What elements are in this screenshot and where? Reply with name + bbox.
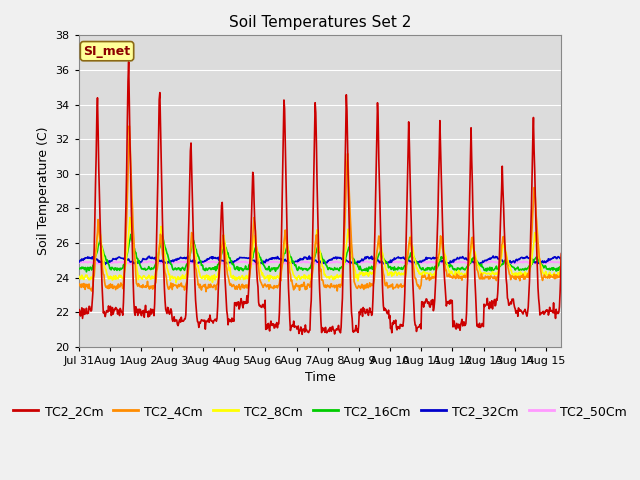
Legend: TC2_2Cm, TC2_4Cm, TC2_8Cm, TC2_16Cm, TC2_32Cm, TC2_50Cm: TC2_2Cm, TC2_4Cm, TC2_8Cm, TC2_16Cm, TC2… [8, 400, 632, 423]
Title: Soil Temperatures Set 2: Soil Temperatures Set 2 [229, 15, 411, 30]
Y-axis label: Soil Temperature (C): Soil Temperature (C) [36, 127, 50, 255]
Text: SI_met: SI_met [83, 45, 131, 58]
X-axis label: Time: Time [305, 372, 335, 384]
